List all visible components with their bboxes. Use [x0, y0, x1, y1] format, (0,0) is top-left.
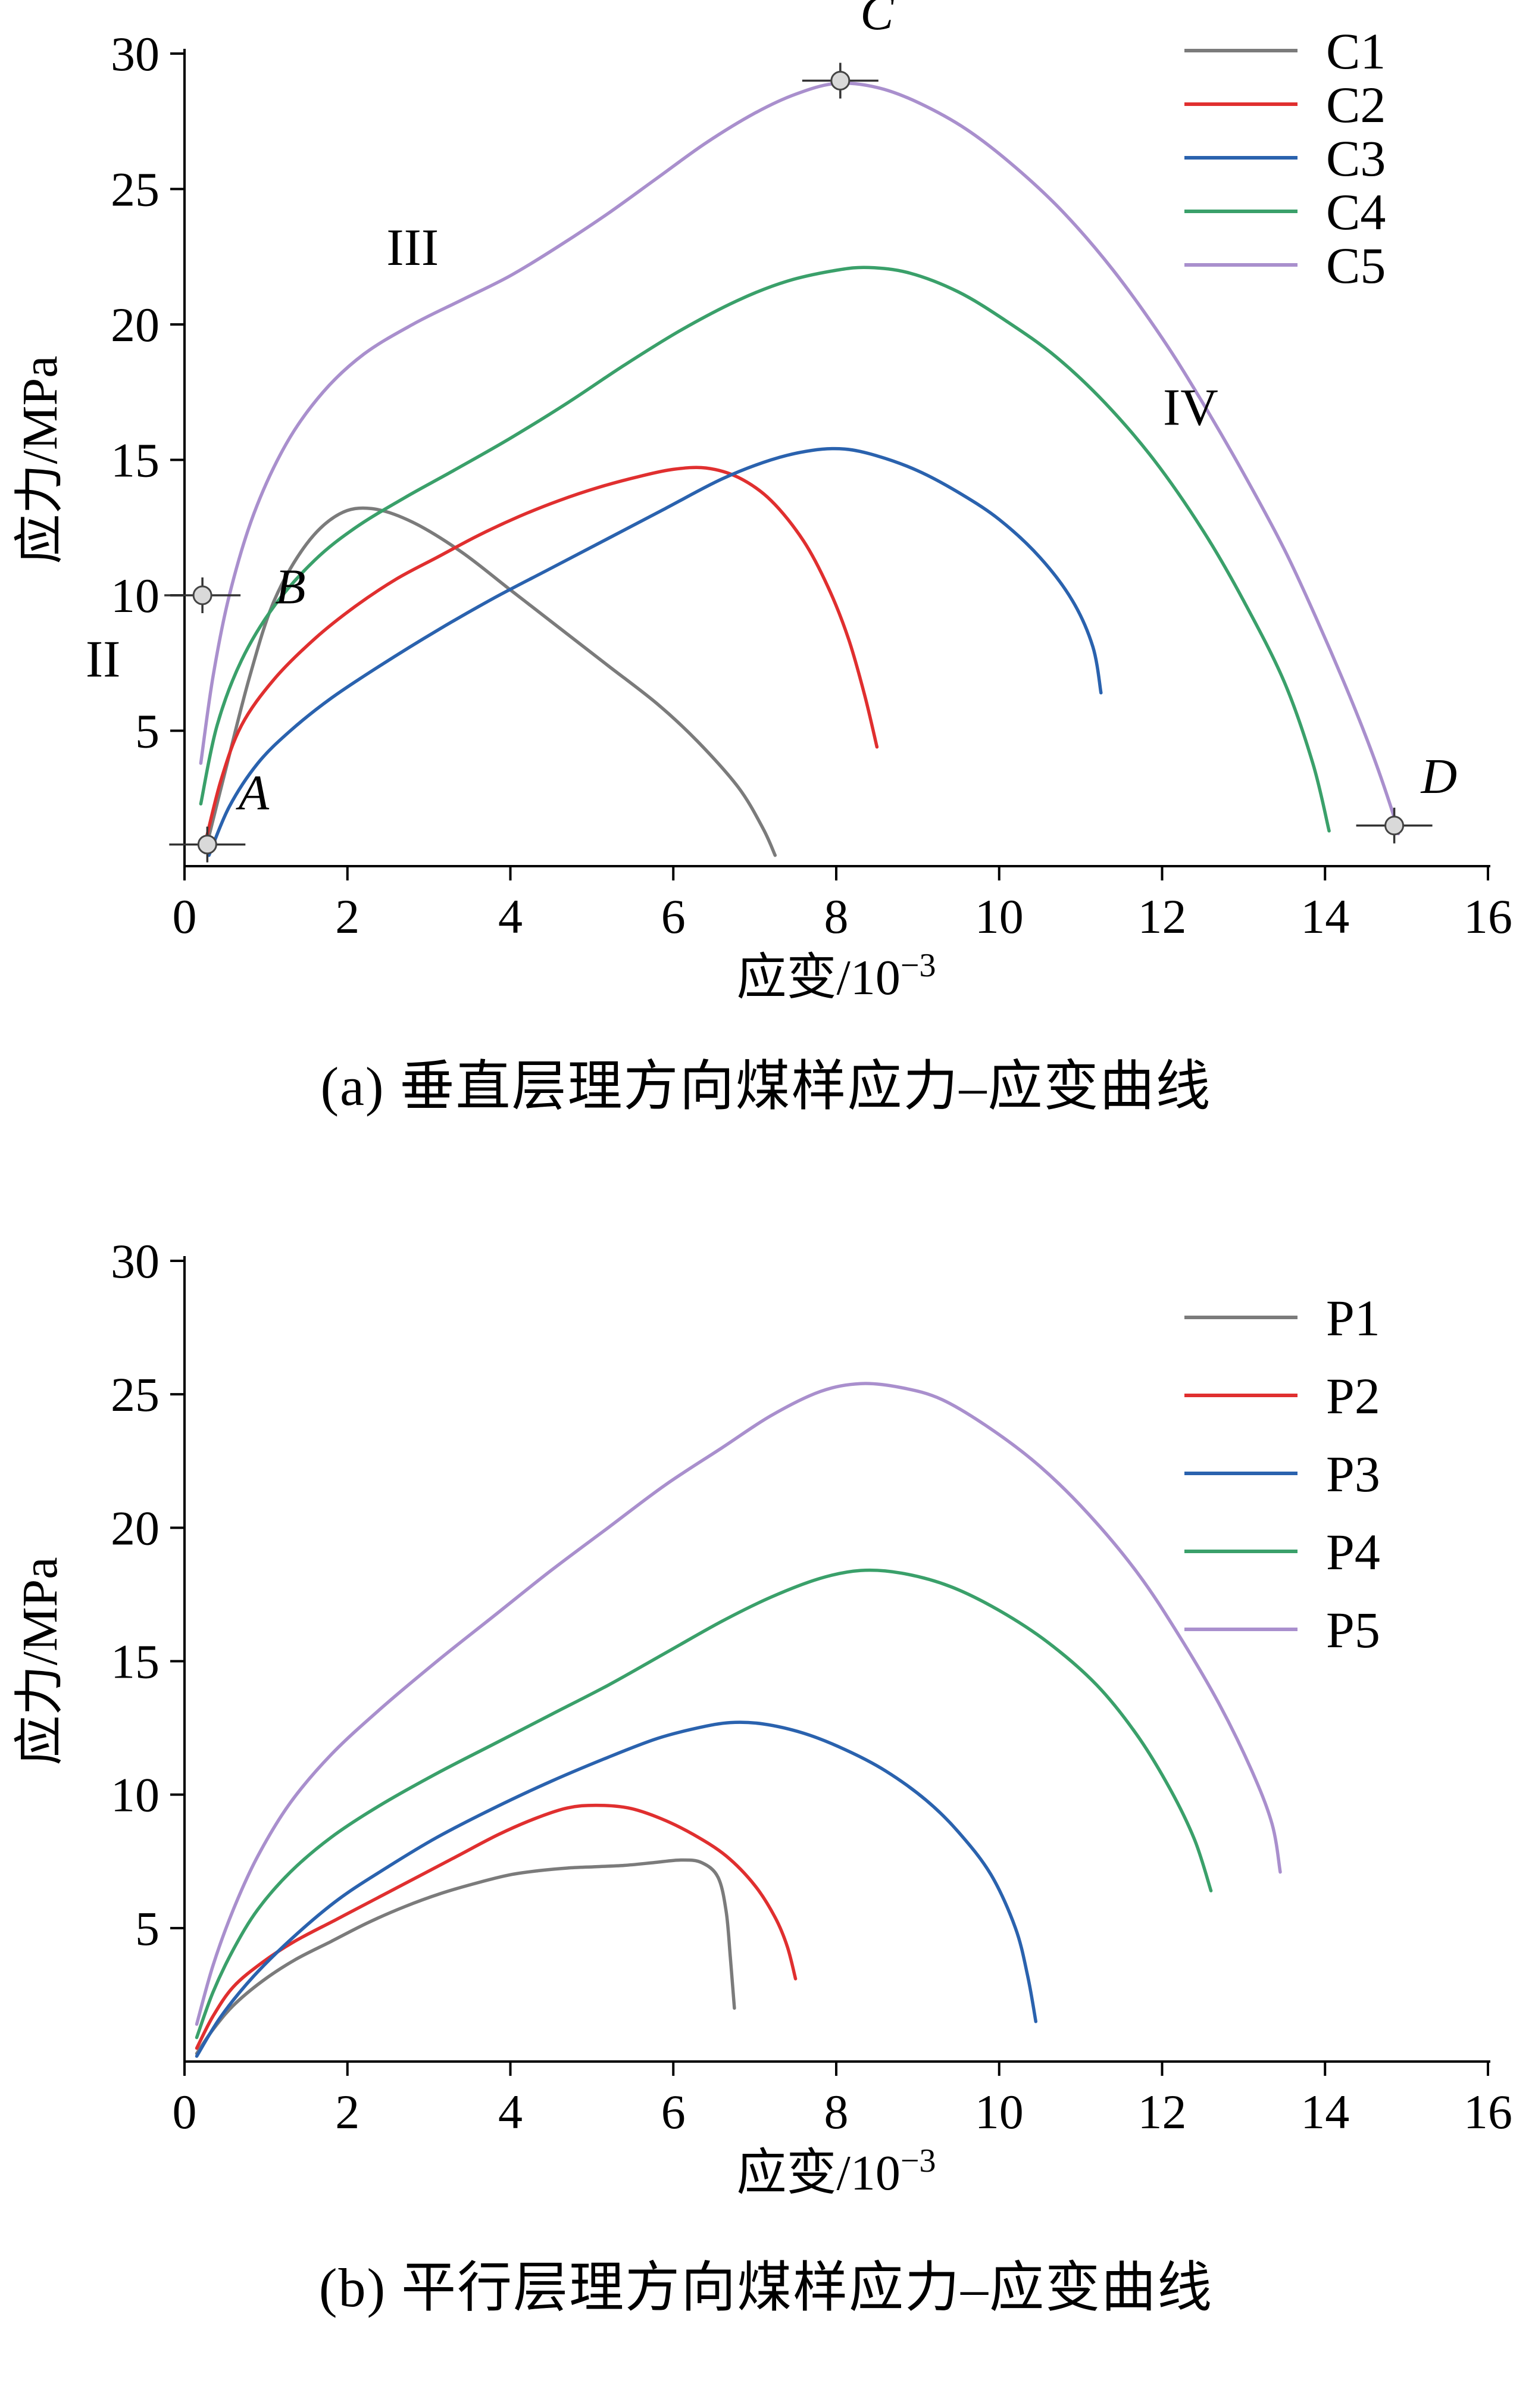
- x-tick-label: 16: [1464, 889, 1512, 944]
- y-tick-label: 30: [111, 27, 160, 81]
- marker-D: [1356, 807, 1433, 844]
- legend-label-P2: P2: [1326, 1367, 1380, 1425]
- chart-a-figure: 0 2 4 6 8 10 12 14 16 5 10 15 20 25 30 应力/MPa 应变/10−3 C1 C…: [0, 0, 1532, 1121]
- point-label-C: C: [860, 0, 894, 40]
- legend-label-C1: C1: [1326, 23, 1386, 80]
- x-tick-label: 0: [173, 2085, 197, 2139]
- series-P1-line: [195, 1858, 736, 2056]
- marker-circle: [830, 71, 851, 90]
- stage-annotation-III: III: [386, 219, 439, 277]
- stress-axis-label: 应力/MPa: [12, 355, 68, 564]
- stress-axis-label: 应力/MPa: [12, 1557, 68, 1765]
- x-tick-label: 14: [1300, 2085, 1349, 2139]
- series-C1-line: [203, 506, 777, 857]
- y-tick-label: 10: [111, 1768, 160, 1822]
- y-tick-label: 25: [111, 1367, 160, 1422]
- stage-annotation-IV: IV: [1163, 379, 1218, 436]
- legend-label-C4: C4: [1326, 183, 1386, 241]
- axes-spines: [183, 49, 1490, 867]
- stage-annotation-II: II: [86, 631, 121, 689]
- legend-label-P5: P5: [1326, 1601, 1380, 1659]
- legend-label-C3: C3: [1326, 130, 1386, 187]
- marker-circle: [197, 835, 217, 855]
- x-tick-label: 2: [335, 2085, 359, 2139]
- marker-circle: [192, 585, 212, 605]
- series-C3-line: [207, 446, 1103, 857]
- x-tick-label: 10: [975, 2085, 1024, 2139]
- legend-label-C2: C2: [1326, 76, 1386, 133]
- x-tick-label: 8: [824, 2085, 849, 2139]
- x-tick-label: 6: [661, 2085, 686, 2139]
- y-tick-label: 15: [111, 433, 160, 488]
- x-tick-label: 4: [498, 2085, 523, 2139]
- figure-page: 0 2 4 6 8 10 12 14 16 5 10 15 20 25 30 应力/MPa 应变/10−3 C1 C…: [0, 0, 1532, 2322]
- legend-label-C5: C5: [1326, 237, 1386, 294]
- y-tick-label: 25: [111, 163, 160, 217]
- y-tick-label: 5: [135, 704, 160, 758]
- x-tick-label: 14: [1300, 889, 1349, 944]
- strain-axis-label: 应变/10−3: [737, 2142, 936, 2201]
- x-tick-label: 8: [824, 889, 849, 944]
- chart-b-plot: 0 2 4 6 8 10 12 14 16 5 10 15 20 25 30 应力/MPa 应变/10−3 P1 P…: [12, 1234, 1512, 2201]
- y-tick-label: 20: [111, 1501, 160, 1555]
- point-label-D: D: [1421, 749, 1458, 804]
- series-C2-line: [203, 466, 879, 847]
- legend-label-P4: P4: [1326, 1523, 1380, 1581]
- strain-axis-label: 应变/10−3: [737, 947, 936, 1005]
- x-tick-label: 12: [1138, 889, 1187, 944]
- series-P4-line: [195, 1568, 1213, 2040]
- chart-b-caption: (b) 平行层理方向煤样应力–应变曲线: [318, 2257, 1214, 2318]
- marker-circle: [1384, 816, 1405, 836]
- x-tick-label: 4: [498, 889, 523, 944]
- chart-a-plot: 0 2 4 6 8 10 12 14 1651015202530应力/MPa应变/10−3C1C…: [12, 0, 1512, 1005]
- series-P5-line: [195, 1382, 1282, 2026]
- y-tick-label: 5: [135, 1901, 160, 1956]
- x-tick-label: 0: [173, 889, 197, 944]
- series-P2-line: [195, 1803, 798, 2050]
- x-tick-label: 2: [335, 889, 359, 944]
- y-tick-label: 20: [111, 298, 160, 352]
- y-tick-label: 15: [111, 1635, 160, 1689]
- series-P3-line: [195, 1720, 1038, 2058]
- series-C4-line: [199, 266, 1331, 833]
- x-tick-label: 12: [1138, 2085, 1187, 2139]
- chart-b-figure: 0 2 4 6 8 10 12 14 16 5 10 15 20 25 30 应力/MPa 应变/10−3 P1 P…: [0, 1210, 1532, 2322]
- x-tick-label: 10: [975, 889, 1024, 944]
- legend-label-P3: P3: [1326, 1445, 1380, 1503]
- y-tick-label: 10: [111, 569, 160, 623]
- x-tick-label: 16: [1464, 2085, 1512, 2139]
- y-tick-label: 30: [111, 1234, 160, 1288]
- legend-label-P1: P1: [1326, 1289, 1380, 1347]
- marker-C: [802, 63, 878, 99]
- marker-A: [169, 826, 246, 863]
- chart-a-caption: (a) 垂直层理方向煤样应力–应变曲线: [320, 1056, 1212, 1117]
- marker-B: [164, 577, 241, 613]
- point-label-B: B: [275, 560, 305, 615]
- x-tick-label: 6: [661, 889, 686, 944]
- series-C5-line: [199, 81, 1400, 836]
- axes-spines: [183, 1256, 1490, 2063]
- point-label-A: A: [236, 765, 270, 820]
